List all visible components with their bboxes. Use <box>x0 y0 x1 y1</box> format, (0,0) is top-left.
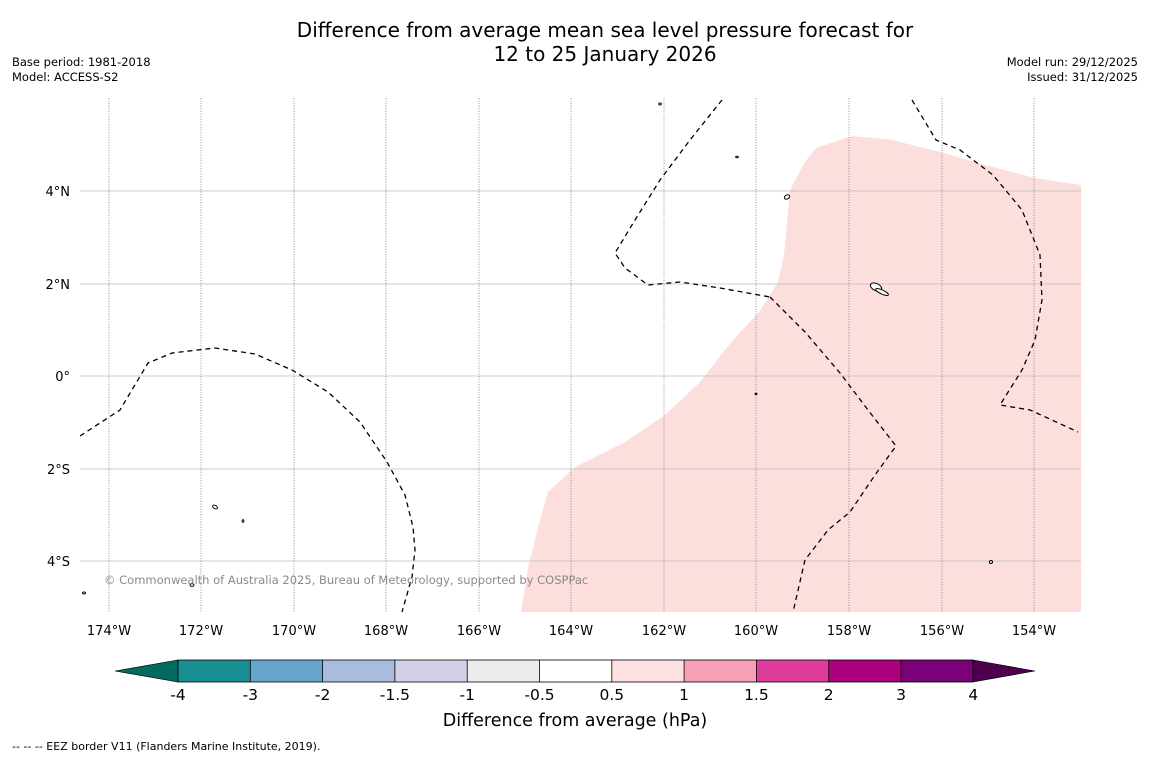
positive-anomaly-region <box>521 136 1081 612</box>
eez-border-central <box>769 296 897 612</box>
colorbar-segment-minus1.5-minus1 <box>394 660 468 682</box>
copyright-notice: © Commonwealth of Australia 2025, Bureau… <box>104 573 588 587</box>
lon-label-158w: 158°W <box>827 624 871 639</box>
cb-tick-1: 1 <box>679 686 689 704</box>
lon-label-162w: 162°W <box>642 624 686 639</box>
lon-label-156w: 156°W <box>920 624 964 639</box>
issued-date: Issued: 31/12/2025 <box>1027 70 1138 84</box>
meta-left: Base period: 1981-2018 Model: ACCESS-S2 <box>12 55 151 85</box>
cb-tick-minus3: -3 <box>243 686 258 704</box>
colorbar-segment-0.5-1 <box>611 660 685 682</box>
island-small-2 <box>82 591 86 595</box>
map-figure: © Commonwealth of Australia 2025, Bureau… <box>46 98 1081 731</box>
lon-label-164w: 164°W <box>549 624 593 639</box>
island-tabuaeran <box>783 194 791 200</box>
island-palmyra <box>735 155 739 159</box>
eez-border-east <box>911 99 1079 433</box>
colorbar-segment-1.5-2 <box>756 660 829 682</box>
cb-tick-3: 3 <box>896 686 906 704</box>
colorbar-segment-2-3 <box>828 660 901 682</box>
island-malden <box>989 560 993 564</box>
title-line-1: Difference from average mean sea level p… <box>296 18 914 42</box>
lon-label-160w: 160°W <box>734 624 778 639</box>
eez-footnote: -- -- -- EEZ border V11 (Flanders Marine… <box>12 740 321 753</box>
cb-tick-minus0.5: -0.5 <box>524 686 554 704</box>
base-period: Base period: 1981-2018 <box>12 55 151 69</box>
island-jarvis <box>754 392 758 396</box>
colorbar-outline <box>177 659 974 683</box>
colorbar-segment-minus4-minus3 <box>178 660 251 682</box>
lat-label-equator: 0° <box>55 370 70 385</box>
colorbar-high-extend <box>972 659 1036 683</box>
islands <box>82 102 993 595</box>
eez-border-north <box>614 99 771 298</box>
latitude-gridlines <box>80 190 1081 562</box>
eez-borders <box>80 99 1079 612</box>
cb-tick-minus4: -4 <box>170 686 185 704</box>
island-kiritimati-lagoon <box>875 288 889 296</box>
map-title: Difference from average mean sea level p… <box>0 18 1150 66</box>
cb-tick-minus1.5: -1.5 <box>380 686 410 704</box>
lon-label-170w: 170°W <box>272 624 316 639</box>
cb-tick-0.5: 0.5 <box>599 686 624 704</box>
island-small-1 <box>241 519 245 523</box>
lat-label-4n: 4°N <box>46 185 71 200</box>
cb-tick-4: 4 <box>968 686 978 704</box>
island-howland <box>189 583 195 587</box>
island-teraina <box>658 102 662 106</box>
lon-label-168w: 168°W <box>364 624 408 639</box>
colorbar: -4 -3 -2 -1.5 -1 -0.5 0.5 1 1.5 2 3 4 Di… <box>114 659 1036 731</box>
colorbar-label: Difference from average (hPa) <box>443 711 708 731</box>
lon-label-174w: 174°W <box>87 624 131 639</box>
lon-label-154w: 154°W <box>1012 624 1056 639</box>
meta-right: Model run: 29/12/2025 Issued: 31/12/2025 <box>1007 55 1138 85</box>
lat-label-4s: 4°S <box>47 555 70 570</box>
island-baker <box>212 504 218 510</box>
cb-tick-2: 2 <box>824 686 834 704</box>
colorbar-segment-3-4 <box>901 660 974 682</box>
title-line-2: 12 to 25 January 2026 <box>493 42 717 66</box>
cb-tick-minus1: -1 <box>459 686 474 704</box>
colorbar-segment-minus0.5-0.5 <box>539 660 612 682</box>
cb-tick-minus2: -2 <box>315 686 330 704</box>
colorbar-segment-minus2-minus1.5 <box>322 660 395 682</box>
colorbar-tick-labels: -4 -3 -2 -1.5 -1 -0.5 0.5 1 1.5 2 3 4 <box>170 686 978 704</box>
colorbar-segment-1-1.5 <box>684 660 757 682</box>
colorbar-low-extend <box>114 659 179 683</box>
lon-label-166w: 166°W <box>457 624 501 639</box>
lat-label-2n: 2°N <box>46 278 71 293</box>
model-run: Model run: 29/12/2025 <box>1006 55 1138 69</box>
model-name: Model: ACCESS-S2 <box>12 70 119 84</box>
longitude-labels: 174°W 172°W 170°W 168°W 166°W 164°W 162°… <box>87 624 1056 639</box>
lon-label-172w: 172°W <box>179 624 223 639</box>
cb-tick-1.5: 1.5 <box>744 686 769 704</box>
colorbar-segment-minus1-minus0.5 <box>467 660 540 682</box>
colorbar-segment-minus3-minus2 <box>250 660 323 682</box>
map-area: © Commonwealth of Australia 2025, Bureau… <box>80 98 1081 612</box>
colorbar-separators <box>249 660 902 682</box>
lat-label-2s: 2°S <box>47 463 70 478</box>
eez-border-west <box>80 347 416 612</box>
latitude-labels: 4°N 2°N 0° 2°S 4°S <box>46 185 71 570</box>
